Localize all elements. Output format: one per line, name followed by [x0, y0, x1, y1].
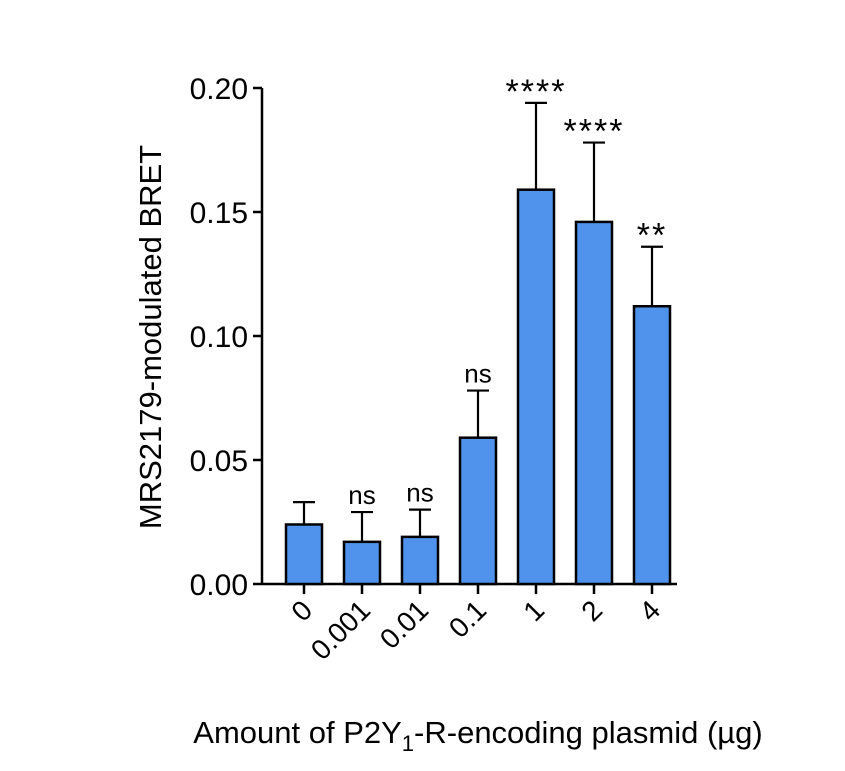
y-tick-label: 0.05 — [190, 445, 248, 478]
x-tick-label: 4 — [633, 594, 666, 627]
y-axis-title: MRS2179-modulated BRET — [133, 145, 168, 529]
significance-label: **** — [506, 73, 567, 111]
bars — [284, 188, 672, 586]
x-axis-title-subscript: 1 — [402, 731, 414, 756]
significance-label: ns — [464, 359, 491, 389]
x-tick-label: 1 — [517, 594, 550, 627]
significance-label: ** — [637, 217, 667, 255]
x-axis — [262, 582, 677, 594]
x-tick-label: 0.1 — [443, 594, 492, 643]
bar — [632, 304, 672, 586]
x-axis-title: Amount of P2Y1-R-encoding plasmid (µg) — [193, 715, 762, 756]
x-tick-label: 0 — [285, 594, 318, 627]
x-axis-title-suffix: -R-encoding plasmid (µg) — [414, 715, 763, 750]
bar — [284, 523, 324, 586]
y-axis: 0.00 0.05 0.10 0.15 0.20 — [190, 73, 264, 602]
x-tick-label: 0.01 — [374, 594, 434, 654]
y-tick-label: 0.00 — [190, 569, 248, 602]
x-tick-label: 0.001 — [305, 594, 376, 665]
y-tick-label: 0.10 — [190, 321, 248, 354]
significance-label: **** — [564, 113, 625, 151]
significance-label: ns — [406, 478, 433, 508]
bar — [574, 220, 614, 586]
x-axis-title-main: Amount of P2Y — [193, 715, 402, 750]
bar — [400, 535, 440, 586]
y-tick-label: 0.20 — [190, 73, 248, 106]
significance-label: ns — [348, 480, 375, 510]
bar — [458, 436, 498, 586]
y-tick-label: 0.15 — [190, 197, 248, 230]
x-tick-label: 2 — [575, 594, 608, 627]
bar — [342, 540, 382, 586]
bar — [516, 188, 556, 586]
error-bars — [293, 101, 663, 542]
